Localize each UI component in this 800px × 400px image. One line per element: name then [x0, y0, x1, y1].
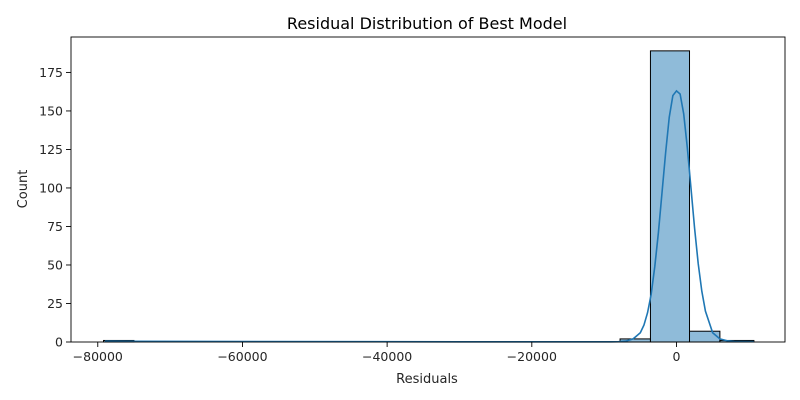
y-tick-label-5: 125: [39, 142, 63, 157]
x-tick-label-4: 0: [673, 349, 681, 364]
y-tick-label-0: 0: [55, 335, 63, 350]
y-tick-label-4: 100: [39, 180, 63, 195]
x-axis-ticks: −80000 −60000 −40000 −20000 0: [73, 342, 681, 364]
x-tick-label-1: −60000: [217, 349, 267, 364]
y-axis-label: Count: [16, 170, 31, 209]
y-axis-ticks: 0 25 50 75 100 125 150 175: [39, 65, 71, 350]
chart-title: Residual Distribution of Best Model: [287, 14, 567, 33]
y-tick-label-1: 25: [47, 296, 63, 311]
y-tick-label-6: 150: [39, 103, 63, 118]
x-axis-label: Residuals: [396, 372, 458, 387]
histogram-bar-18: [649, 50, 691, 343]
plot-frame: [70, 36, 786, 343]
y-tick-label-7: 175: [39, 65, 63, 80]
x-tick-label-3: −20000: [507, 349, 557, 364]
x-tick-label-2: −40000: [362, 349, 412, 364]
y-tick-label-2: 50: [47, 257, 63, 272]
kde-curve: [104, 89, 754, 343]
x-tick-label-0: −80000: [73, 349, 123, 364]
histogram-bar-19: [689, 330, 721, 343]
y-tick-label-3: 75: [47, 219, 63, 234]
histogram-bars: [103, 50, 755, 343]
